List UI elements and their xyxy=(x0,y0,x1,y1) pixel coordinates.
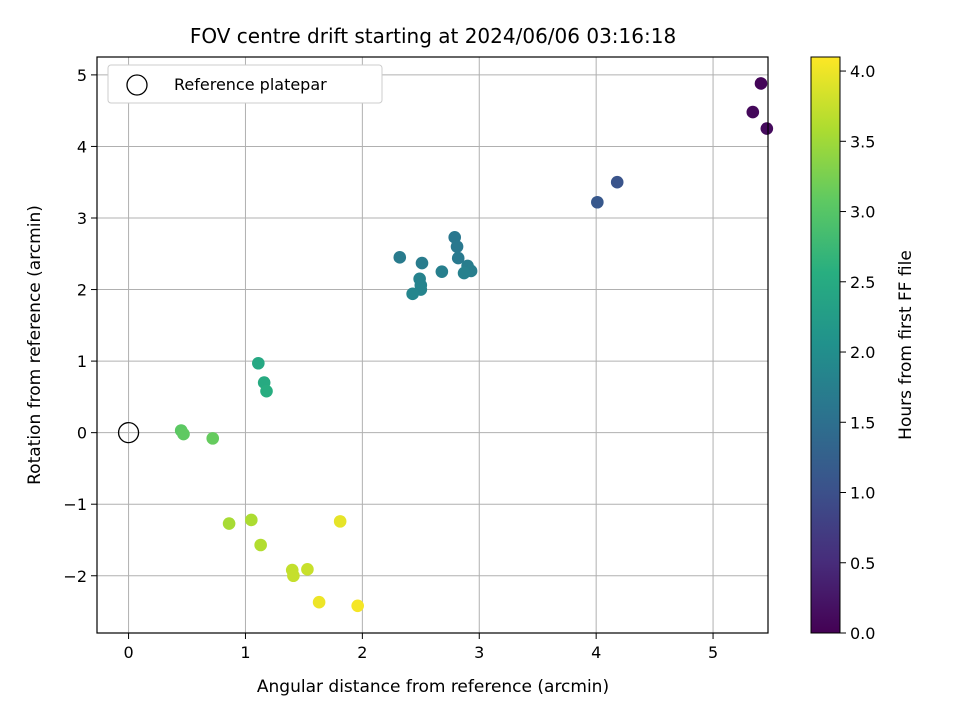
data-points xyxy=(117,77,774,613)
grid-lines xyxy=(97,57,768,633)
data-point xyxy=(754,77,768,90)
data-point xyxy=(177,427,190,441)
data-point xyxy=(252,356,265,370)
colorbar-tick-label: 2.5 xyxy=(850,273,875,292)
legend-marker-icon xyxy=(126,74,148,96)
data-point xyxy=(451,251,465,265)
x-tick-label: 2 xyxy=(357,643,367,662)
colorbar-tick-label: 3.0 xyxy=(850,203,875,222)
colorbar-gradient xyxy=(810,56,841,634)
y-tick-label: −2 xyxy=(63,567,87,586)
colorbar-ticks: 0.0 0.5 1.0 1.5 2.0 2.5 3.0 3.5 4.0 xyxy=(840,62,875,643)
colorbar-tick-label: 0.5 xyxy=(850,554,875,573)
plot-frame xyxy=(96,56,769,634)
y-tick-label: 0 xyxy=(77,424,87,443)
data-point xyxy=(760,122,774,135)
x-tick-label: 3 xyxy=(474,643,484,662)
colorbar-tick-label: 4.0 xyxy=(850,62,875,81)
data-point xyxy=(301,563,314,576)
data-point xyxy=(435,265,449,278)
data-point xyxy=(406,287,419,301)
colorbar-tick-label: 2.0 xyxy=(850,343,875,362)
y-tick-label: −1 xyxy=(63,495,87,514)
x-axis-label: Angular distance from reference (arcmin) xyxy=(257,677,609,697)
colorbar-label: Hours from first FF file xyxy=(896,250,916,440)
chart-title: FOV centre drift starting at 2024/06/06 … xyxy=(190,24,676,48)
legend: Reference platepar xyxy=(107,64,383,104)
y-tick-label: 5 xyxy=(77,66,87,85)
x-tick-label: 0 xyxy=(123,643,133,662)
data-point xyxy=(312,595,326,609)
legend-box xyxy=(107,64,383,104)
data-point xyxy=(591,195,604,209)
data-point xyxy=(746,105,760,119)
data-point xyxy=(333,515,347,528)
colorbar-tick-label: 1.0 xyxy=(850,484,875,503)
x-axis-ticks: 0 1 2 3 4 5 xyxy=(123,633,718,662)
y-axis-label: Rotation from reference (arcmin) xyxy=(25,205,45,485)
data-point xyxy=(351,599,364,613)
data-point xyxy=(254,538,267,552)
data-point xyxy=(222,517,236,530)
colorbar-tick-label: 0.0 xyxy=(850,624,875,643)
data-point xyxy=(287,569,300,583)
reference-platepar-marker xyxy=(117,422,140,444)
y-axis-ticks: −2 −1 0 1 2 3 4 5 xyxy=(63,66,97,586)
data-point xyxy=(245,513,258,527)
y-tick-label: 2 xyxy=(77,281,87,300)
data-point xyxy=(415,256,429,270)
x-tick-label: 1 xyxy=(240,643,250,662)
data-point xyxy=(260,384,273,398)
data-point xyxy=(450,240,464,253)
x-tick-label: 4 xyxy=(591,643,601,662)
colorbar-tick-label: 3.5 xyxy=(850,132,875,151)
colorbar-tick-label: 1.5 xyxy=(850,413,875,432)
colorbar: 0.0 0.5 1.0 1.5 2.0 2.5 3.0 3.5 4.0 Hours from f… xyxy=(810,56,916,643)
data-point xyxy=(457,266,471,280)
y-tick-label: 4 xyxy=(77,137,87,156)
data-point xyxy=(393,251,407,264)
data-point xyxy=(610,175,624,189)
legend-entry-reference: Reference platepar xyxy=(174,75,327,94)
y-tick-label: 3 xyxy=(77,209,87,228)
x-tick-label: 5 xyxy=(708,643,718,662)
data-point xyxy=(206,432,220,445)
y-tick-label: 1 xyxy=(77,352,87,371)
